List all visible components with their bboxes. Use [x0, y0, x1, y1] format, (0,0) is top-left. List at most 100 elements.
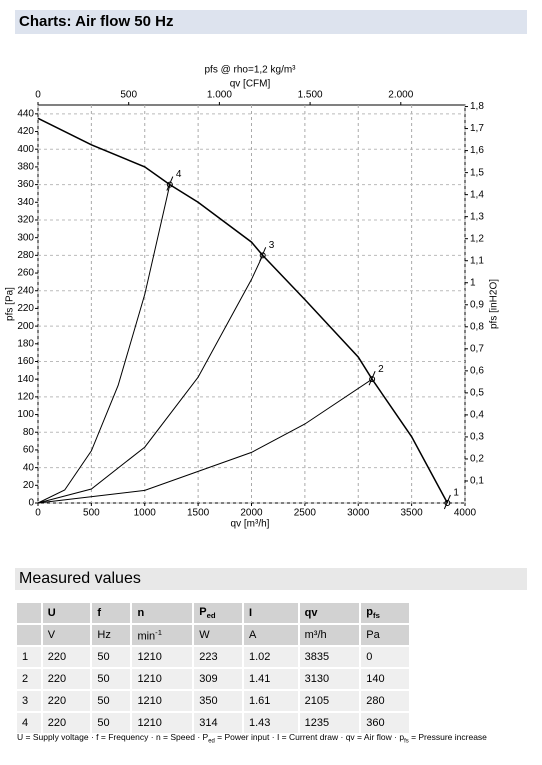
description: = Power input — [214, 732, 270, 742]
table-header-cell: I — [241, 601, 300, 625]
table-cell: 314 — [192, 711, 244, 735]
table-header-cell: U — [40, 601, 93, 625]
table-cell: 1210 — [130, 645, 195, 669]
y2-axis-label: pfs [inH2O] — [489, 279, 500, 329]
table-header-cell: Hz — [90, 623, 133, 647]
description: = Speed — [160, 732, 195, 742]
y-tick-label: 440 — [17, 108, 34, 119]
symbol: n — [155, 732, 161, 742]
y2-tick-label: 0,4 — [470, 410, 484, 421]
table-cell: 1 — [15, 645, 43, 669]
y-tick-label: 240 — [17, 285, 34, 296]
table-cell: 1.43 — [241, 711, 300, 735]
description: = Air flow — [354, 732, 392, 742]
table-cell: 220 — [40, 667, 93, 691]
symbol: qv — [345, 732, 355, 742]
table-cell: 309 — [192, 667, 244, 691]
table-cell: 4 — [15, 711, 43, 735]
table-cell: 360 — [359, 711, 411, 735]
chart: pfs @ rho=1,2 kg/m³ qv [CFM] qv [m³/h] p… — [5, 65, 500, 530]
table-cell: 50 — [90, 689, 133, 713]
table-cell: 50 — [90, 667, 133, 691]
cell-text: min — [137, 630, 156, 643]
table-cell: 50 — [90, 711, 133, 735]
table-header-cell: m³/h — [297, 623, 362, 647]
x-tick-label: 0 — [35, 508, 41, 519]
x2-tick-label: 1.000 — [207, 90, 232, 101]
x-tick-label: 2500 — [294, 508, 317, 519]
table-cell: 220 — [40, 645, 93, 669]
y-tick-label: 420 — [17, 126, 34, 137]
table-cell: 1235 — [297, 711, 362, 735]
table-cell: 220 — [40, 689, 93, 713]
x-tick-label: 2000 — [240, 508, 263, 519]
cell-text: Pa — [366, 629, 380, 641]
cell-text: V — [47, 629, 56, 641]
table-row: 3 220 50 1210 350 1.61 2105 280 — [15, 689, 411, 713]
separator: · — [88, 732, 97, 742]
x-tick-label: 3500 — [401, 508, 424, 519]
system-curve — [37, 378, 373, 504]
table-cell: 0 — [359, 645, 411, 669]
table-header-cell: pfs — [359, 601, 411, 625]
table-cell: 3835 — [297, 645, 362, 669]
cell-text: I — [248, 607, 253, 619]
y-tick-label: 320 — [17, 215, 34, 226]
cell-text: n — [137, 607, 145, 619]
table-cell: 1.61 — [241, 689, 300, 713]
table-header-cell: qv — [297, 601, 362, 625]
description: = Supply voltage — [23, 732, 89, 742]
y2-tick-label: 1,4 — [470, 189, 484, 200]
y-tick-label: 40 — [23, 462, 35, 473]
table-cell: 1210 — [130, 689, 195, 713]
y2-tick-label: 1,3 — [470, 211, 484, 222]
cell-text: W — [199, 629, 210, 641]
point-tick — [368, 370, 376, 386]
table-cell: 223 — [192, 645, 244, 669]
y-tick-label: 180 — [17, 338, 34, 349]
point-label: 3 — [269, 240, 275, 251]
y-tick-label: 260 — [17, 268, 34, 279]
point-label: 2 — [378, 364, 384, 375]
symbol: U — [17, 732, 24, 742]
operating-point — [444, 500, 451, 506]
x-tick-label: 1000 — [134, 508, 157, 519]
y2-tick-label: 0,7 — [470, 343, 484, 354]
y-tick-label: 0 — [28, 498, 34, 509]
symbol: p — [399, 732, 405, 742]
table-cell: 3 — [15, 689, 43, 713]
table-header-cell: Pa — [359, 623, 411, 647]
operating-point — [259, 252, 266, 259]
table-cell: 1.41 — [241, 667, 300, 691]
cell-text: Hz — [97, 629, 111, 641]
x-tick-label: 3000 — [347, 508, 370, 519]
table-cell: 2105 — [297, 689, 362, 713]
table-cell: 1.02 — [241, 645, 300, 669]
table-row: 4 220 50 1210 314 1.43 1235 360 — [15, 711, 411, 735]
x-axis-label: qv [m³/h] — [231, 519, 270, 530]
subscript: fs — [404, 738, 409, 745]
table-header-cell: min-1 — [130, 623, 195, 647]
y2-tick-label: 0,2 — [470, 454, 484, 465]
y-tick-label: 340 — [17, 197, 34, 208]
table-cell: 3130 — [297, 667, 362, 691]
operating-point — [369, 376, 376, 383]
y2-tick-label: 1,7 — [470, 123, 484, 134]
point-tick — [259, 247, 267, 262]
y-tick-label: 140 — [17, 374, 34, 385]
y-tick-label: 360 — [17, 179, 34, 190]
header-title: Charts: Air flow 50 Hz — [15, 10, 527, 34]
cell-text: P — [199, 605, 207, 618]
point-tick — [166, 176, 174, 191]
symbol: I — [276, 732, 280, 742]
x2-tick-label: 1.500 — [298, 90, 323, 101]
subscript: ed — [208, 738, 215, 745]
symbol: P — [202, 732, 209, 742]
table-cell: 280 — [359, 689, 411, 713]
point-tick — [443, 494, 451, 510]
y-tick-label: 60 — [23, 445, 35, 456]
table-header-cell: n — [130, 601, 195, 625]
